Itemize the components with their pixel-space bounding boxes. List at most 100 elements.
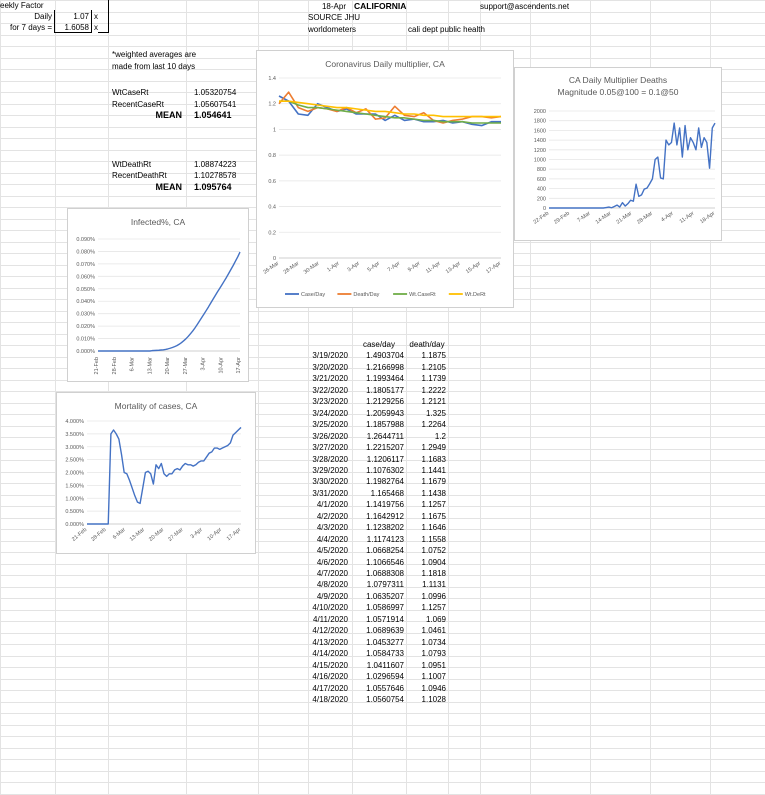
table-death-cell[interactable]: 1.1675 bbox=[421, 511, 446, 521]
table-date-cell[interactable]: 4/16/2020 bbox=[312, 672, 348, 682]
table-death-cell[interactable]: 1.1875 bbox=[421, 351, 446, 361]
chart-deaths-multiplier[interactable]: CA Daily Multiplier Deaths Magnitude 0.05… bbox=[514, 67, 722, 241]
table-case-cell[interactable]: 1.0689639 bbox=[366, 626, 404, 636]
table-case-cell[interactable]: 1.1805177 bbox=[366, 385, 404, 395]
table-case-cell[interactable]: 1.0797311 bbox=[366, 580, 404, 590]
table-case-cell[interactable]: 1.0635207 bbox=[366, 591, 404, 601]
table-case-cell[interactable]: 1.1982764 bbox=[366, 477, 404, 487]
table-case-cell[interactable]: 1.1206117 bbox=[366, 454, 404, 464]
header-email[interactable]: support@ascendents.net bbox=[480, 2, 570, 11]
table-case-cell[interactable]: 1.0296594 bbox=[366, 672, 404, 682]
table-case-cell[interactable]: 1.1066546 bbox=[366, 557, 404, 567]
recent-case-value[interactable]: 1.05607541 bbox=[194, 100, 237, 109]
table-death-cell[interactable]: 1.1683 bbox=[421, 454, 446, 464]
table-death-cell[interactable]: 1.0734 bbox=[421, 637, 446, 647]
table-death-cell[interactable]: 1.1438 bbox=[421, 488, 446, 498]
table-case-cell[interactable]: 1.1419756 bbox=[366, 500, 404, 510]
table-death-cell[interactable]: 1.1257 bbox=[421, 500, 446, 510]
table-death-cell[interactable]: 1.2121 bbox=[421, 397, 446, 407]
table-date-cell[interactable]: 3/19/2020 bbox=[312, 351, 348, 361]
table-case-cell[interactable]: 1.0584733 bbox=[366, 649, 404, 659]
table-date-cell[interactable]: 4/9/2020 bbox=[316, 591, 348, 601]
table-date-cell[interactable]: 4/17/2020 bbox=[312, 683, 348, 693]
table-date-cell[interactable]: 4/5/2020 bbox=[316, 546, 348, 556]
table-case-cell[interactable]: 1.2129256 bbox=[366, 397, 404, 407]
table-death-cell[interactable]: 1.325 bbox=[425, 408, 446, 418]
daily-value[interactable]: 1.07 bbox=[73, 12, 89, 21]
table-death-cell[interactable]: 1.2264 bbox=[421, 420, 446, 430]
table-case-cell[interactable]: 1.2059943 bbox=[366, 408, 404, 418]
table-death-cell[interactable]: 1.2105 bbox=[421, 362, 446, 372]
table-case-cell[interactable]: 1.2644711 bbox=[366, 431, 404, 441]
table-death-cell[interactable]: 1.1028 bbox=[421, 694, 446, 704]
table-case-cell[interactable]: 1.0571914 bbox=[366, 614, 404, 624]
table-death-cell[interactable]: 1.1558 bbox=[421, 534, 446, 544]
table-death-cell[interactable]: 1.2 bbox=[434, 431, 446, 441]
table-death-cell[interactable]: 1.0951 bbox=[421, 660, 446, 670]
case-mean-value[interactable]: 1.054641 bbox=[194, 110, 232, 120]
table-date-cell[interactable]: 3/25/2020 bbox=[312, 420, 348, 430]
table-case-cell[interactable]: 1.0586997 bbox=[366, 603, 404, 613]
chart-mortality[interactable]: Mortality of cases, CA 0.000% 0.500% 1.000%… bbox=[56, 392, 256, 554]
table-death-cell[interactable]: 1.1257 bbox=[421, 603, 446, 613]
death-mean-value[interactable]: 1.095764 bbox=[194, 182, 232, 192]
table-case-cell[interactable]: 1.2166998 bbox=[366, 362, 404, 372]
recent-death-value[interactable]: 1.10278578 bbox=[194, 171, 237, 180]
table-header-case[interactable]: case/day bbox=[362, 340, 396, 349]
table-case-cell[interactable]: 1.165468 bbox=[370, 488, 404, 498]
table-case-cell[interactable]: 1.1642912 bbox=[366, 511, 404, 521]
table-date-cell[interactable]: 3/23/2020 bbox=[312, 397, 348, 407]
seven-day-value[interactable]: 1.6058 bbox=[64, 23, 89, 32]
table-case-cell[interactable]: 1.1174123 bbox=[366, 534, 404, 544]
table-death-cell[interactable]: 1.1131 bbox=[422, 580, 446, 590]
table-header-death[interactable]: death/day bbox=[409, 340, 445, 349]
table-case-cell[interactable]: 1.1857988 bbox=[366, 420, 404, 430]
table-date-cell[interactable]: 3/26/2020 bbox=[312, 431, 348, 441]
table-death-cell[interactable]: 1.1007 bbox=[421, 672, 446, 682]
table-death-cell[interactable]: 1.1739 bbox=[421, 374, 446, 384]
table-date-cell[interactable]: 3/28/2020 bbox=[312, 454, 348, 464]
table-date-cell[interactable]: 4/10/2020 bbox=[312, 603, 348, 613]
table-case-cell[interactable]: 1.0668254 bbox=[366, 546, 404, 556]
table-date-cell[interactable]: 3/21/2020 bbox=[312, 374, 348, 384]
table-date-cell[interactable]: 4/2/2020 bbox=[316, 511, 348, 521]
table-date-cell[interactable]: 4/1/2020 bbox=[316, 500, 348, 510]
table-date-cell[interactable]: 3/29/2020 bbox=[312, 465, 348, 475]
table-date-cell[interactable]: 3/30/2020 bbox=[312, 477, 348, 487]
table-date-cell[interactable]: 4/15/2020 bbox=[312, 660, 348, 670]
table-death-cell[interactable]: 1.1679 bbox=[421, 477, 446, 487]
table-case-cell[interactable]: 1.0560754 bbox=[366, 694, 404, 704]
table-date-cell[interactable]: 4/13/2020 bbox=[312, 637, 348, 647]
table-death-cell[interactable]: 1.0793 bbox=[421, 649, 446, 659]
table-date-cell[interactable]: 4/12/2020 bbox=[312, 626, 348, 636]
table-date-cell[interactable]: 4/7/2020 bbox=[316, 569, 348, 578]
table-date-cell[interactable]: 4/3/2020 bbox=[316, 523, 348, 533]
table-case-cell[interactable]: 1.1993464 bbox=[366, 374, 404, 384]
table-death-cell[interactable]: 1.2949 bbox=[421, 443, 446, 453]
table-case-cell[interactable]: 1.0453277 bbox=[366, 637, 404, 647]
table-date-cell[interactable]: 4/8/2020 bbox=[316, 580, 348, 590]
table-date-cell[interactable]: 3/22/2020 bbox=[312, 385, 348, 395]
table-death-cell[interactable]: 1.0996 bbox=[421, 591, 446, 601]
table-date-cell[interactable]: 3/31/2020 bbox=[312, 488, 348, 498]
table-death-cell[interactable]: 1.1441 bbox=[421, 465, 446, 475]
table-death-cell[interactable]: 1.0752 bbox=[421, 546, 446, 556]
table-death-cell[interactable]: 1.0904 bbox=[421, 557, 446, 567]
table-date-cell[interactable]: 4/18/2020 bbox=[312, 694, 348, 704]
table-date-cell[interactable]: 3/27/2020 bbox=[312, 443, 348, 453]
table-date-cell[interactable]: 4/6/2020 bbox=[316, 557, 348, 567]
table-case-cell[interactable]: 1.2215207 bbox=[366, 443, 404, 453]
table-death-cell[interactable]: 1.0461 bbox=[421, 626, 446, 636]
table-case-cell[interactable]: 1.0688308 bbox=[366, 569, 404, 578]
table-case-cell[interactable]: 1.1076302 bbox=[366, 465, 404, 475]
table-date-cell[interactable]: 3/20/2020 bbox=[312, 362, 348, 372]
table-date-cell[interactable]: 4/11/2020 bbox=[313, 614, 348, 624]
table-death-cell[interactable]: 1.0946 bbox=[421, 683, 446, 693]
table-date-cell[interactable]: 4/4/2020 bbox=[316, 534, 348, 544]
wt-death-value[interactable]: 1.08874223 bbox=[194, 160, 237, 169]
table-case-cell[interactable]: 1.0557646 bbox=[366, 683, 404, 693]
table-date-cell[interactable]: 3/24/2020 bbox=[312, 408, 348, 418]
chart-daily-multiplier[interactable]: Coronavirus Daily multiplier, CA 0 0.2 0.4 0… bbox=[256, 50, 514, 308]
table-case-cell[interactable]: 1.4903704 bbox=[366, 351, 404, 361]
table-case-cell[interactable]: 1.0411607 bbox=[366, 660, 404, 670]
